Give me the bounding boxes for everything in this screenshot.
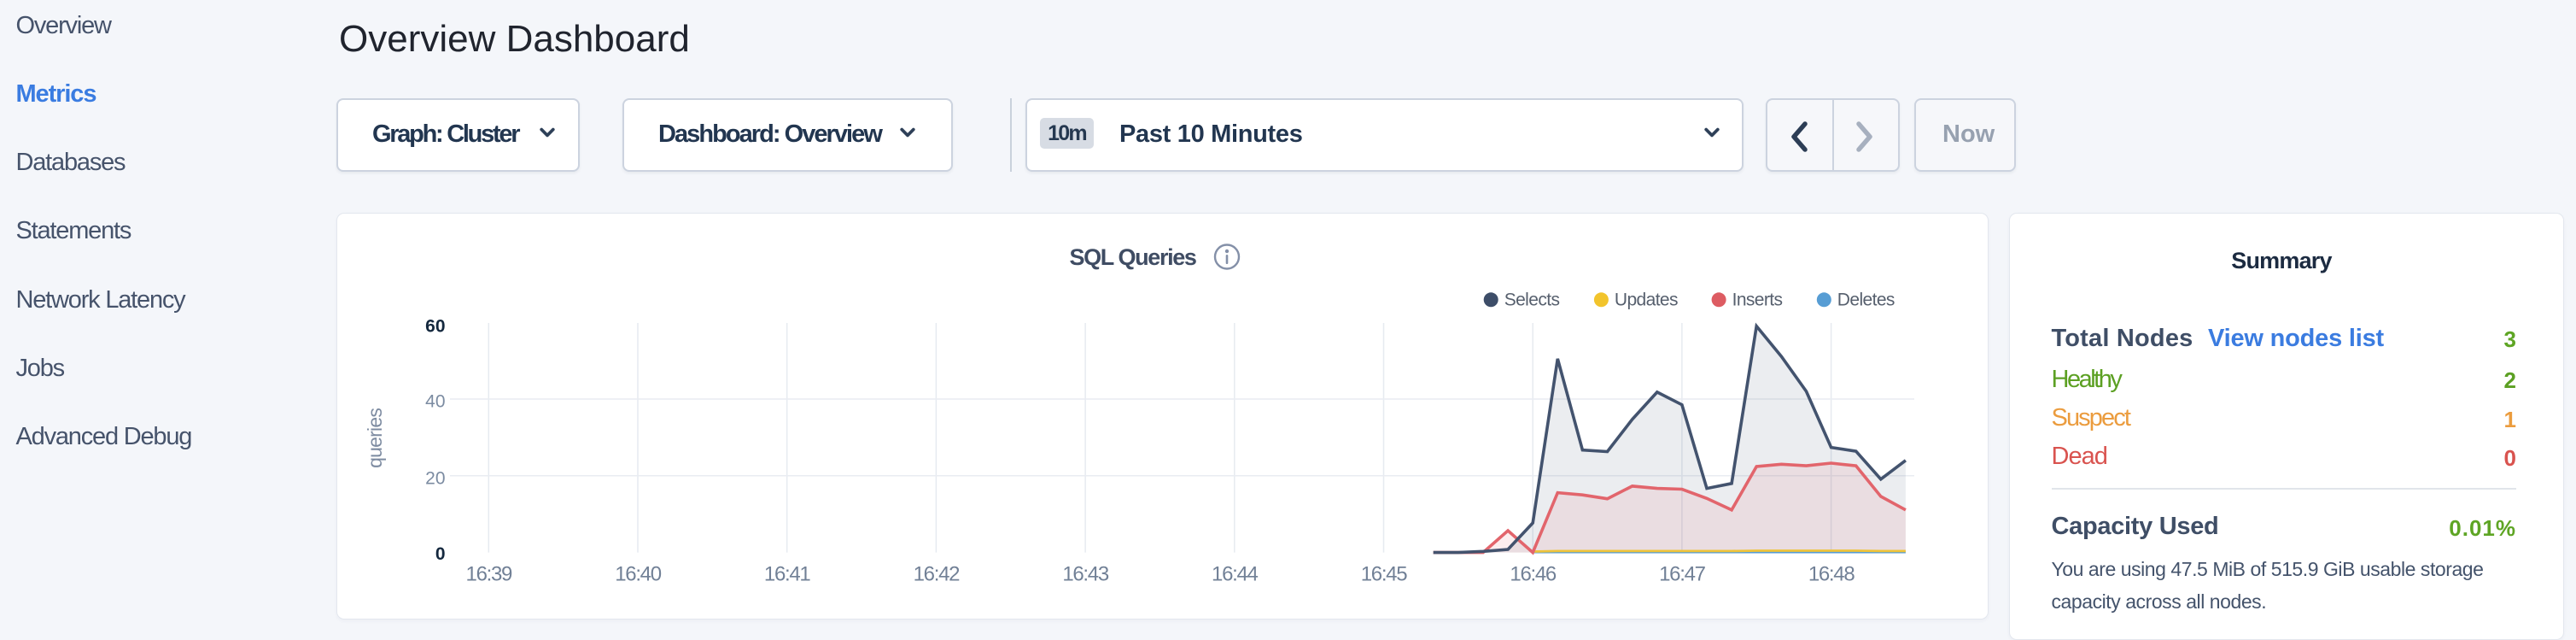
svg-text:60: 60 bbox=[425, 317, 445, 337]
svg-text:Updates: Updates bbox=[1614, 291, 1677, 310]
svg-text:16:47: 16:47 bbox=[1659, 563, 1706, 586]
svg-text:SQL Queries: SQL Queries bbox=[1069, 244, 1195, 270]
svg-text:16:45: 16:45 bbox=[1360, 563, 1407, 586]
svg-text:0: 0 bbox=[435, 544, 445, 564]
svg-text:Deletes: Deletes bbox=[1837, 291, 1894, 310]
svg-text:Inserts: Inserts bbox=[1732, 291, 1782, 310]
svg-text:queries: queries bbox=[364, 408, 386, 468]
svg-text:16:43: 16:43 bbox=[1062, 563, 1109, 586]
svg-text:16:42: 16:42 bbox=[913, 563, 960, 586]
svg-text:16:40: 16:40 bbox=[615, 563, 662, 586]
svg-text:20: 20 bbox=[425, 469, 445, 489]
svg-text:16:46: 16:46 bbox=[1510, 563, 1557, 586]
svg-text:40: 40 bbox=[425, 392, 445, 412]
svg-text:16:44: 16:44 bbox=[1212, 563, 1259, 586]
svg-text:16:41: 16:41 bbox=[763, 563, 810, 586]
svg-text:16:48: 16:48 bbox=[1808, 563, 1855, 586]
svg-text:Selects: Selects bbox=[1504, 291, 1559, 310]
svg-text:16:39: 16:39 bbox=[465, 563, 512, 586]
